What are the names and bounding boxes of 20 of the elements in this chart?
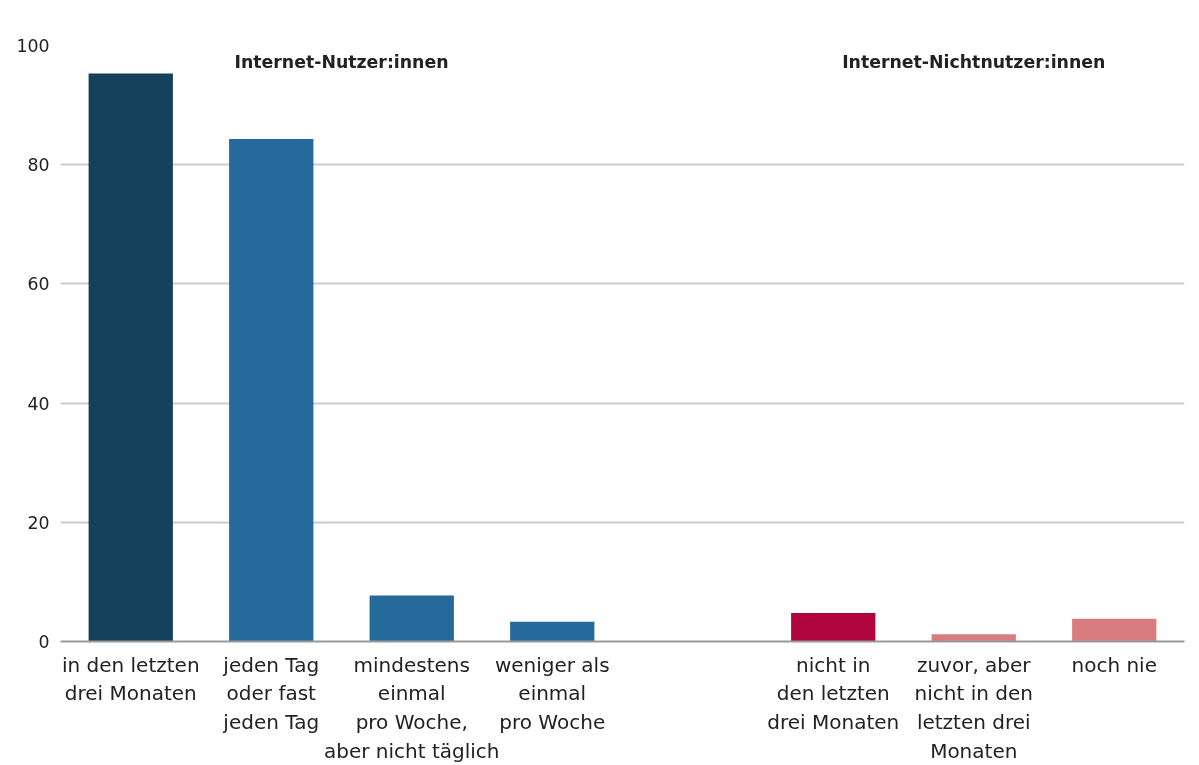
y-tick-label: 40 (27, 393, 50, 414)
bar (369, 595, 454, 642)
y-tick-label: 20 (27, 512, 50, 533)
bar (510, 621, 595, 642)
x-tick-label: in den letzten drei Monaten (61, 652, 200, 706)
y-tick-label: 100 (16, 36, 50, 56)
bar (88, 73, 173, 642)
bar (229, 139, 314, 642)
y-tick-label: 80 (27, 155, 50, 176)
y-tick-label: 60 (27, 274, 50, 295)
bar (1072, 618, 1157, 642)
annotation: Internet-Nutzer:innen (234, 51, 449, 72)
x-tick-label: nicht in den letzten drei Monaten (767, 652, 900, 735)
x-tick-label: noch nie (1071, 652, 1157, 677)
x-tick-label: jeden Tag oder fast jeden Tag (222, 652, 320, 735)
x-tick-label: zuvor, aber nicht in den letzten drei Monaten (914, 652, 1033, 763)
y-tick-label: 0 (38, 632, 50, 652)
bar (791, 612, 876, 642)
annotation: Internet-Nichtnutzer:innen (842, 51, 1106, 72)
bar (931, 634, 1016, 642)
